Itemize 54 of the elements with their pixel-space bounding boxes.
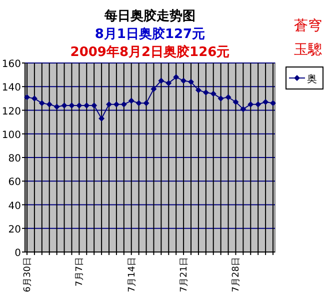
- point: [210, 90, 216, 97]
- point: [143, 100, 150, 106]
- chart-subtitle: 8月1日奥胶127元: [94, 26, 206, 42]
- point: [54, 104, 60, 110]
- point: [76, 102, 82, 109]
- point: [91, 102, 98, 109]
- point: [158, 78, 164, 84]
- y-tick-label: 120: [2, 106, 21, 118]
- point: [136, 100, 142, 106]
- y-tick-label: 20: [8, 224, 21, 236]
- point: [120, 101, 127, 108]
- y-tick-label: 80: [8, 154, 21, 164]
- y-tick-label: 40: [8, 200, 21, 212]
- point: [24, 94, 30, 100]
- x-tick-label: 6月30日: [23, 257, 33, 292]
- point: [180, 78, 187, 84]
- point: [202, 90, 209, 96]
- point: [188, 78, 194, 85]
- point: [218, 95, 224, 102]
- y-tick-label: 160: [2, 59, 21, 70]
- point: [38, 100, 45, 106]
- text: 玉驄: [294, 42, 322, 58]
- point: [225, 94, 232, 100]
- point: [240, 106, 246, 112]
- point: [248, 101, 254, 108]
- point: [61, 102, 68, 109]
- x-tick-label: 7月7日: [75, 257, 86, 286]
- point: [150, 86, 157, 92]
- point: [31, 95, 38, 102]
- point: [128, 98, 134, 104]
- chart-title: 每日奥胶走势图: [104, 8, 196, 24]
- point: [166, 80, 172, 86]
- point: [255, 101, 262, 108]
- point: [270, 100, 276, 106]
- y-tick-label: 100: [2, 130, 21, 141]
- y-tick-label: 140: [2, 82, 21, 94]
- text: 2009年8月2日奥胶126元: [70, 44, 230, 60]
- x-tick-label: 7月21日: [180, 257, 190, 292]
- point: [113, 101, 120, 108]
- point: [84, 102, 90, 109]
- x-tick-label: 7月28日: [232, 257, 242, 292]
- x-tick-label: 7月14日: [127, 257, 138, 292]
- point: [68, 102, 75, 109]
- point: [98, 116, 105, 122]
- y-tick-label: 0: [14, 248, 21, 259]
- point: [195, 87, 202, 94]
- point: [232, 98, 239, 105]
- legend-label: 奥: [307, 73, 317, 85]
- point: [46, 101, 52, 108]
- point: [106, 101, 112, 108]
- text: 蒼穹: [294, 18, 322, 34]
- y-tick-label: 60: [8, 177, 21, 188]
- point: [262, 98, 269, 105]
- point: [173, 74, 180, 80]
